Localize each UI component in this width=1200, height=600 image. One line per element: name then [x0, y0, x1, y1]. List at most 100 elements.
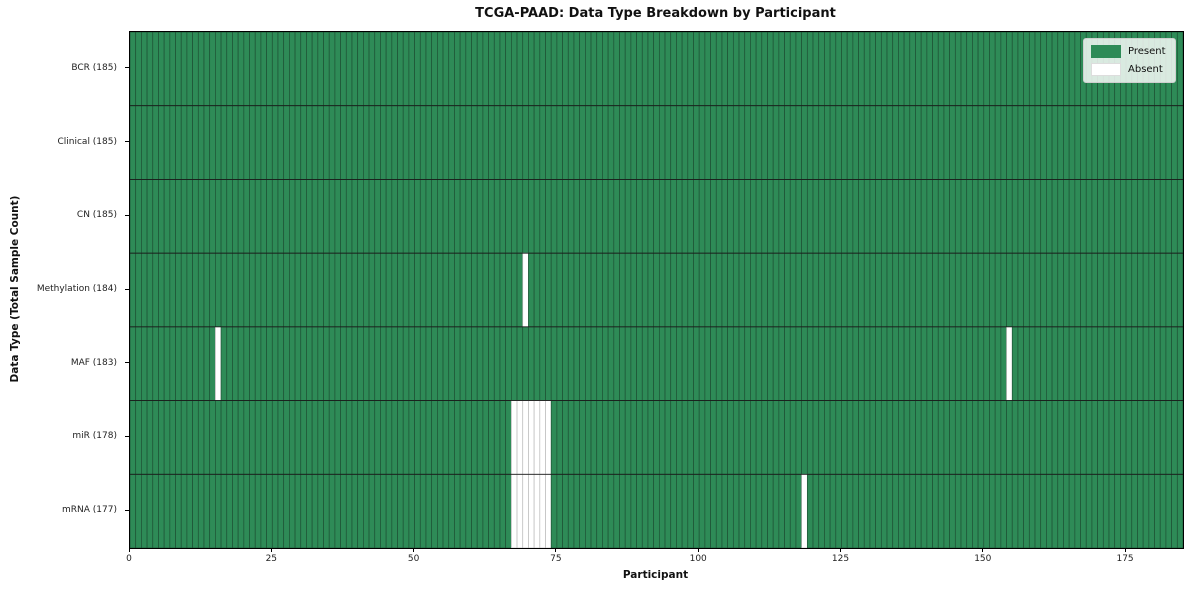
heatmap-cell — [192, 400, 199, 475]
heatmap-cell — [1068, 252, 1076, 328]
heatmap-cell — [169, 326, 176, 401]
heatmap-cell — [767, 326, 774, 401]
x-tick-mark — [982, 548, 984, 552]
heatmap-cell — [385, 400, 393, 475]
heatmap-cell — [738, 326, 746, 401]
heatmap-cell — [755, 32, 763, 107]
heatmap-cell — [1040, 105, 1047, 180]
heatmap-cell — [750, 473, 757, 548]
heatmap-cell — [607, 326, 615, 401]
heatmap-cell — [772, 105, 780, 180]
heatmap-cell — [903, 252, 911, 328]
heatmap-cell — [1051, 252, 1059, 328]
heatmap-cell — [232, 473, 239, 548]
heatmap-cell — [374, 105, 381, 180]
heatmap-cell — [1080, 105, 1087, 180]
heatmap-cell — [556, 252, 563, 328]
heatmap-cell — [573, 400, 581, 475]
heatmap-cell — [1154, 473, 1161, 548]
heatmap-cell — [340, 473, 347, 548]
heatmap-cell — [323, 32, 330, 107]
heatmap-cell — [437, 32, 444, 107]
heatmap-cell — [841, 32, 848, 107]
heatmap-cell — [454, 252, 461, 328]
heatmap-cell — [1097, 252, 1104, 328]
heatmap-cell — [539, 473, 546, 548]
heatmap-cell — [750, 179, 757, 254]
heatmap-cell — [630, 32, 637, 107]
heatmap-cell — [163, 179, 171, 254]
heatmap-cell — [1057, 32, 1064, 107]
heatmap-cell — [1176, 252, 1183, 328]
heatmap-cell — [636, 252, 643, 328]
heatmap-cell — [499, 32, 507, 107]
heatmap-cell — [1057, 252, 1064, 328]
heatmap-cell — [556, 32, 563, 107]
heatmap-cell — [419, 252, 427, 328]
heatmap-cell — [271, 326, 279, 401]
heatmap-cell — [311, 32, 319, 107]
heatmap-cell — [505, 32, 512, 107]
heatmap-cell — [943, 252, 950, 328]
heatmap-cell — [983, 252, 990, 328]
heatmap-cell — [482, 252, 489, 328]
heatmap-cell — [681, 105, 689, 180]
heatmap-cell — [328, 326, 336, 401]
heatmap-cell — [676, 32, 683, 107]
heatmap-cell — [391, 105, 398, 180]
heatmap-cell — [721, 179, 728, 254]
heatmap-cell — [232, 105, 239, 180]
heatmap-cell — [1000, 105, 1007, 180]
heatmap-cell — [829, 32, 837, 107]
heatmap-cell — [511, 179, 518, 254]
heatmap-cell — [738, 179, 746, 254]
heatmap-cell — [323, 473, 330, 548]
heatmap-cell — [977, 105, 985, 180]
heatmap-cell — [732, 473, 740, 548]
heatmap-cell — [277, 105, 285, 180]
heatmap-cell — [738, 105, 746, 180]
heatmap-cell — [317, 105, 324, 180]
heatmap-cell — [721, 400, 728, 475]
heatmap-cell — [1006, 179, 1013, 254]
heatmap-cell — [966, 32, 973, 107]
heatmap-cell — [476, 326, 484, 401]
heatmap-cell — [459, 179, 467, 254]
heatmap-cell — [909, 179, 916, 254]
heatmap-cell — [886, 105, 894, 180]
heatmap-cell — [459, 32, 467, 107]
heatmap-cell — [328, 32, 336, 107]
heatmap-cell — [1046, 400, 1053, 475]
heatmap-cell — [323, 400, 330, 475]
heatmap-cell — [658, 473, 666, 548]
x-tick-mark — [413, 548, 415, 552]
heatmap-cell — [624, 473, 632, 548]
heatmap-cell — [767, 473, 774, 548]
heatmap-cell — [590, 252, 598, 328]
heatmap-cell — [1091, 326, 1098, 401]
heatmap-cell — [613, 179, 620, 254]
heatmap-cell — [306, 400, 313, 475]
heatmap-cell — [158, 252, 165, 328]
heatmap-cell — [738, 252, 746, 328]
heatmap-cell — [459, 473, 467, 548]
heatmap-cell — [898, 105, 905, 180]
heatmap-cell — [431, 105, 438, 180]
heatmap-cell — [1028, 252, 1036, 328]
heatmap-cell — [892, 252, 899, 328]
heatmap-cell — [493, 32, 501, 107]
heatmap-cell — [146, 32, 154, 107]
heatmap-cell — [186, 179, 193, 254]
heatmap-cell — [334, 105, 341, 180]
heatmap-cell — [1040, 326, 1047, 401]
heatmap-cell — [266, 400, 273, 475]
heatmap-cell — [886, 400, 894, 475]
heatmap-cell — [619, 32, 626, 107]
heatmap-cell — [1165, 105, 1172, 180]
heatmap-cell — [767, 32, 774, 107]
heatmap-cell — [875, 179, 882, 254]
heatmap-cell — [243, 32, 250, 107]
heatmap-cell — [1051, 473, 1059, 548]
heatmap-cell — [1023, 179, 1030, 254]
heatmap-cell — [459, 105, 467, 180]
